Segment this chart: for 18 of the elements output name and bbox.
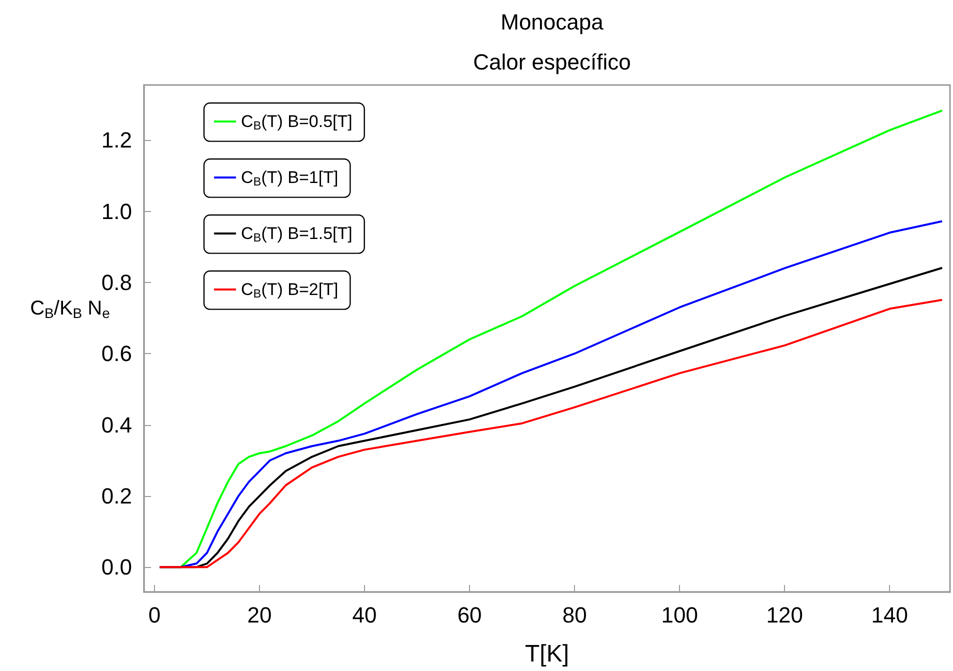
chart-title: Monocapa bbox=[500, 10, 604, 34]
y-tick-label: 1.0 bbox=[101, 198, 132, 224]
y-tick-label: 0.2 bbox=[101, 483, 132, 508]
y-tick-label: 0.8 bbox=[101, 270, 132, 295]
x-tick-label: 120 bbox=[766, 602, 803, 628]
x-tick-label: 0 bbox=[148, 602, 161, 628]
x-tick-label: 80 bbox=[562, 602, 587, 628]
x-tick-label: 40 bbox=[352, 602, 377, 628]
x-tick-label: 140 bbox=[871, 602, 908, 628]
x-tick-label: 60 bbox=[457, 602, 482, 628]
x-tick-label: 100 bbox=[661, 602, 698, 628]
y-tick-label: 0.6 bbox=[101, 341, 132, 366]
y-tick-label: 0.4 bbox=[101, 412, 132, 438]
x-tick-label: 20 bbox=[247, 602, 272, 628]
y-tick-label: 1.2 bbox=[101, 128, 132, 153]
x-axis-title: T[K] bbox=[524, 640, 570, 668]
y-tick-label: 0.0 bbox=[101, 554, 132, 580]
chart-subtitle: Calor específico bbox=[473, 50, 631, 74]
